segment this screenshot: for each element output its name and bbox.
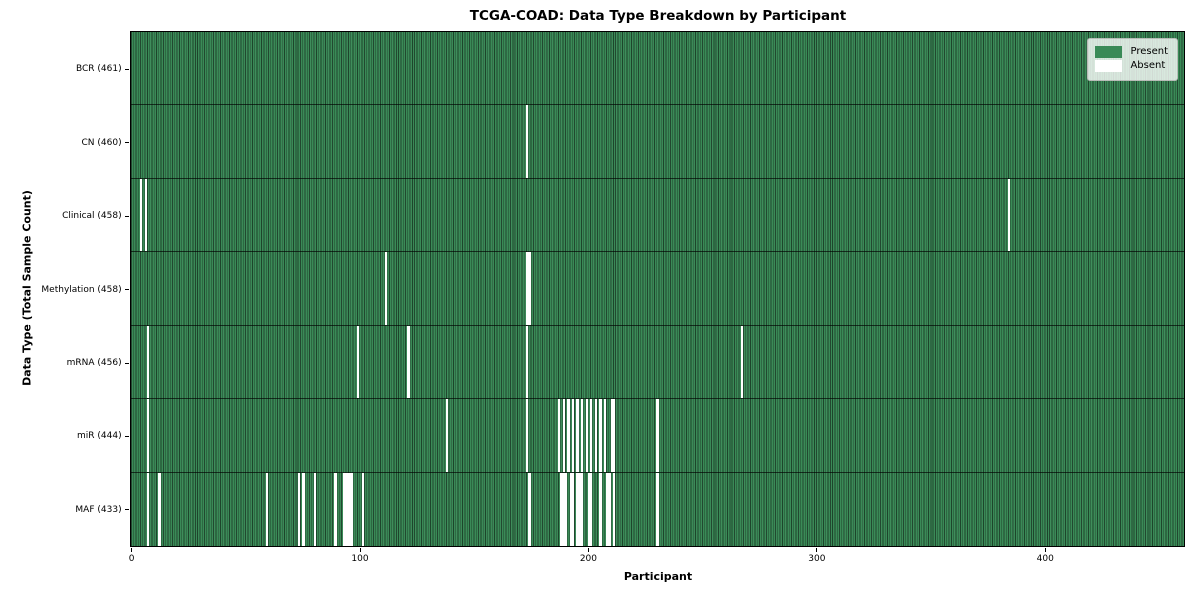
legend-item-absent: Absent <box>1095 60 1168 72</box>
absent-stripe <box>407 325 410 399</box>
x-tick-mark <box>816 548 818 553</box>
absent-stripe <box>590 399 593 472</box>
absent-stripe <box>146 399 150 472</box>
y-tick-label: Methylation (458) <box>41 284 122 295</box>
absent-swatch-icon <box>1095 60 1123 72</box>
present-swatch-icon <box>1095 46 1123 58</box>
heatmap-row-mRNA <box>131 325 1184 400</box>
x-tick-label: 0 <box>128 553 135 564</box>
absent-stripe <box>612 399 616 472</box>
x-tick-mark <box>587 548 589 553</box>
absent-stripe <box>361 472 364 546</box>
absent-stripe <box>571 399 575 472</box>
y-tick-label: BCR (461) <box>75 64 122 75</box>
y-tick-label: miR (444) <box>77 431 122 442</box>
absent-stripe <box>144 178 147 252</box>
absent-stripe <box>656 472 659 546</box>
y-tick-mark <box>125 68 130 70</box>
x-tick-label: 300 <box>808 553 826 564</box>
x-tick-mark <box>131 548 133 553</box>
absent-stripe <box>526 325 529 399</box>
absent-stripe <box>297 472 301 546</box>
y-tick-label: CN (460) <box>81 137 122 148</box>
page-title: TCGA-COAD: Data Type Breakdown by Partic… <box>469 8 847 24</box>
absent-stripe <box>599 472 602 546</box>
absent-stripe <box>140 178 143 252</box>
absent-stripe <box>384 252 387 325</box>
absent-stripe <box>313 472 316 546</box>
absent-stripe <box>606 472 609 546</box>
x-axis-label: Participant <box>623 570 693 583</box>
absent-stripe <box>347 472 351 546</box>
absent-stripe <box>578 472 581 546</box>
legend-label-present: Present <box>1130 46 1168 57</box>
heatmap-row-Clinical <box>131 178 1184 253</box>
y-tick-mark <box>125 289 130 291</box>
absent-stripe <box>610 399 613 472</box>
heatmap-row-Methylation <box>131 252 1184 326</box>
absent-stripe <box>334 472 337 546</box>
legend: Present Absent <box>1087 38 1178 81</box>
y-tick-label: MAF (433) <box>75 504 122 515</box>
absent-stripe <box>569 472 572 546</box>
absent-stripe <box>350 472 353 546</box>
absent-stripe <box>265 472 269 546</box>
absent-stripe <box>587 472 591 546</box>
y-tick-mark <box>125 435 130 437</box>
absent-stripe <box>558 399 561 472</box>
absent-stripe <box>740 325 744 399</box>
y-tick-mark <box>125 142 130 144</box>
y-tick-label: Clinical (458) <box>62 211 122 222</box>
absent-stripe <box>560 472 563 546</box>
absent-stripe <box>564 472 568 546</box>
absent-stripe <box>562 399 565 472</box>
absent-stripe <box>576 399 579 472</box>
absent-stripe <box>580 399 584 472</box>
heatmap-row-MAF <box>131 472 1184 546</box>
plot-area: Present Absent <box>130 31 1185 547</box>
x-tick-mark <box>359 548 361 553</box>
absent-stripe <box>446 399 449 472</box>
x-tick-mark <box>1044 548 1046 553</box>
heatmap-row-CN <box>131 105 1184 179</box>
absent-stripe <box>158 472 161 546</box>
y-tick-mark <box>125 509 130 511</box>
x-tick-label: 100 <box>351 553 369 564</box>
absent-stripe <box>345 472 348 546</box>
heatmap-row-miR <box>131 399 1184 473</box>
absent-stripe <box>526 252 529 325</box>
absent-stripe <box>526 399 529 472</box>
absent-stripe <box>146 472 150 546</box>
absent-stripe <box>526 105 529 178</box>
y-tick-mark <box>125 215 130 217</box>
absent-stripe <box>590 472 593 546</box>
legend-item-present: Present <box>1095 46 1168 58</box>
absent-stripe <box>567 399 570 472</box>
heatmap-row-BCR <box>131 32 1184 106</box>
y-tick-label: mRNA (456) <box>66 358 122 369</box>
absent-stripe <box>343 472 346 546</box>
absent-stripe <box>302 472 305 546</box>
absent-stripe <box>528 252 531 325</box>
absent-stripe <box>580 472 584 546</box>
absent-stripe <box>612 472 616 546</box>
absent-stripe <box>576 472 579 546</box>
absent-stripe <box>562 472 565 546</box>
x-tick-label: 400 <box>1036 553 1054 564</box>
absent-stripe <box>585 399 588 472</box>
absent-stripe <box>357 325 360 399</box>
absent-stripe <box>608 472 611 546</box>
absent-stripe <box>146 325 150 399</box>
absent-stripe <box>599 399 602 472</box>
absent-stripe <box>528 472 531 546</box>
absent-stripe <box>656 399 659 472</box>
absent-stripe <box>571 472 575 546</box>
absent-stripe <box>603 399 607 472</box>
absent-stripe <box>594 399 597 472</box>
y-tick-mark <box>125 362 130 364</box>
legend-label-absent: Absent <box>1130 60 1166 71</box>
x-tick-label: 200 <box>579 553 598 564</box>
absent-stripe <box>1008 178 1011 252</box>
